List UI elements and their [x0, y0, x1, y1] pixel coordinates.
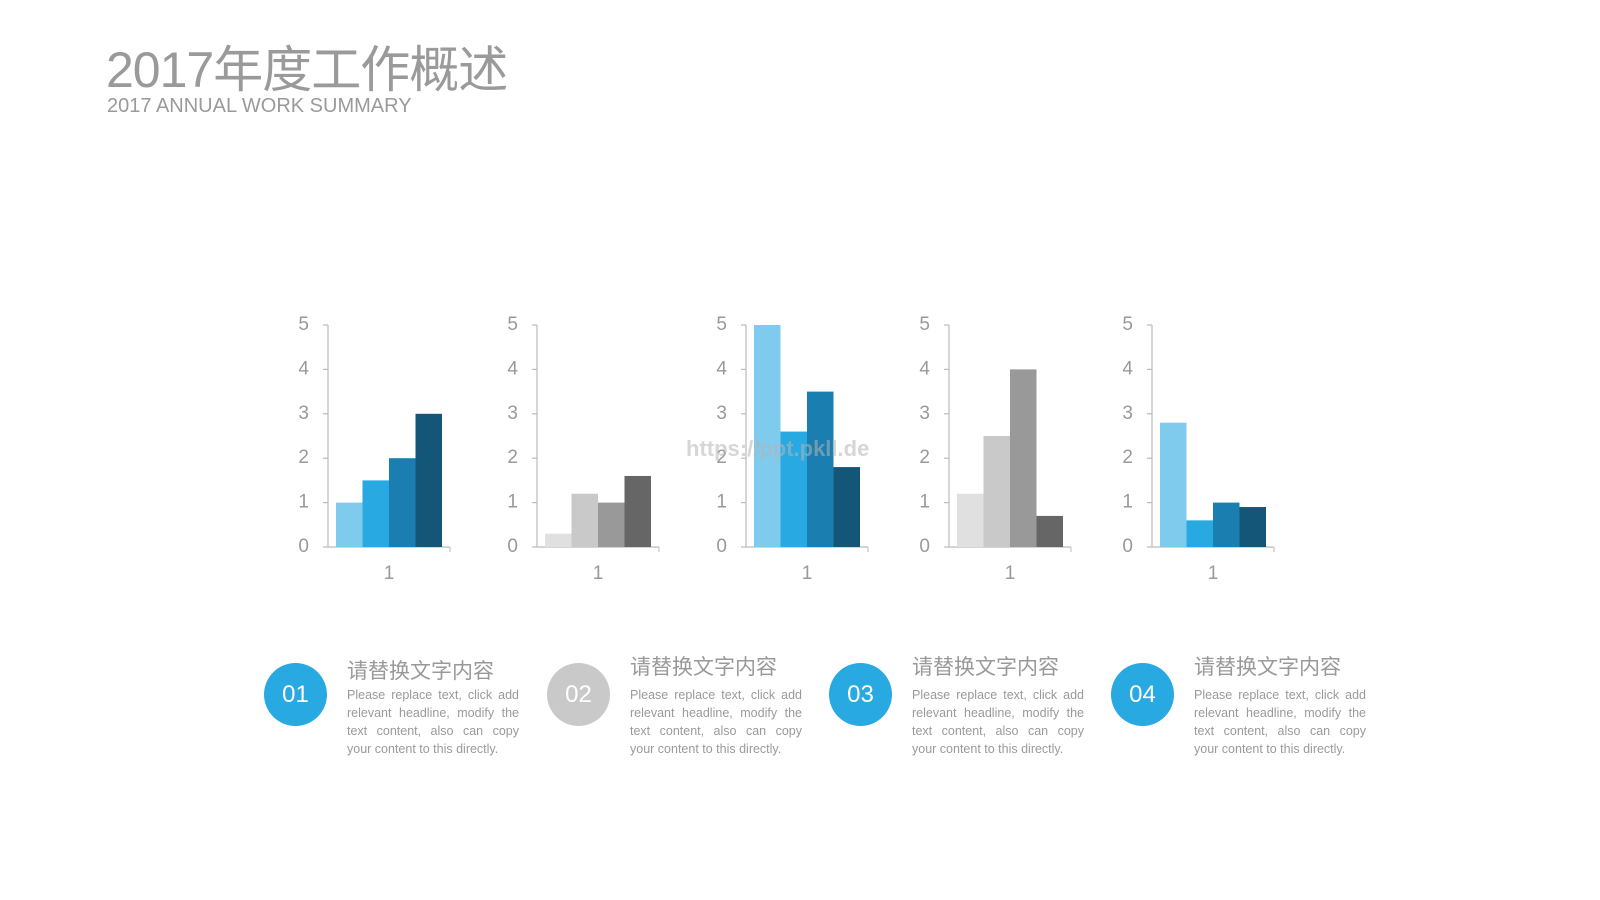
item-title: 请替换文字内容 — [347, 660, 494, 683]
bar — [833, 467, 860, 547]
y-tick-label: 3 — [716, 403, 727, 424]
y-tick-label: 3 — [1122, 403, 1133, 424]
y-tick-label: 5 — [1122, 314, 1133, 335]
y-tick-label: 4 — [1122, 358, 1133, 379]
y-tick-label: 2 — [1122, 447, 1133, 468]
item-text: Please replace text, click add relevant … — [630, 688, 802, 756]
number-badge: 04 — [1111, 663, 1174, 726]
bar — [754, 325, 781, 547]
item-text: Please replace text, click add relevant … — [912, 688, 1084, 756]
y-tick-label: 4 — [298, 358, 309, 379]
item-text: Please replace text, click add relevant … — [347, 688, 519, 756]
bar — [807, 391, 834, 547]
y-tick-label: 1 — [1122, 492, 1133, 513]
number-badge: 03 — [829, 663, 892, 726]
x-tick-label: 1 — [802, 563, 813, 584]
number-badge: 01 — [264, 663, 327, 726]
item-title: 请替换文字内容 — [630, 656, 777, 679]
y-tick-label: 1 — [716, 492, 727, 513]
y-tick-label: 4 — [919, 358, 930, 379]
y-tick-label: 3 — [507, 403, 518, 424]
y-tick-label: 0 — [298, 536, 309, 557]
bar — [545, 533, 572, 547]
y-tick-label: 2 — [507, 447, 518, 468]
slide-title: 2017年度工作概述 — [106, 42, 508, 98]
y-tick-label: 2 — [919, 447, 930, 468]
y-tick-label: 5 — [298, 314, 309, 335]
number-badge: 02 — [547, 663, 610, 726]
bar — [1239, 507, 1266, 547]
y-tick-label: 0 — [716, 536, 727, 557]
bar — [598, 502, 625, 547]
bar — [957, 493, 984, 547]
bar — [336, 502, 363, 547]
y-tick-label: 1 — [507, 492, 518, 513]
y-tick-label: 4 — [507, 358, 518, 379]
x-tick-label: 1 — [384, 563, 395, 584]
y-tick-label: 5 — [507, 314, 518, 335]
bar — [780, 431, 807, 547]
y-tick-label: 0 — [919, 536, 930, 557]
y-tick-label: 1 — [298, 492, 309, 513]
y-tick-label: 2 — [716, 447, 727, 468]
bar — [1160, 422, 1187, 547]
y-tick-label: 1 — [919, 492, 930, 513]
bar — [415, 413, 442, 547]
bar — [1213, 502, 1240, 547]
bar — [983, 436, 1010, 547]
y-tick-label: 0 — [1122, 536, 1133, 557]
bar — [362, 480, 389, 547]
y-tick-label: 0 — [507, 536, 518, 557]
x-tick-label: 1 — [1208, 563, 1219, 584]
bar — [1036, 515, 1063, 547]
y-tick-label: 2 — [298, 447, 309, 468]
y-tick-label: 3 — [298, 403, 309, 424]
y-tick-label: 4 — [716, 358, 727, 379]
bar — [1186, 520, 1213, 547]
y-tick-label: 5 — [919, 314, 930, 335]
y-tick-label: 3 — [919, 403, 930, 424]
bar — [624, 475, 651, 547]
item-title: 请替换文字内容 — [912, 656, 1059, 679]
watermark: https://ppt.pkll.de — [686, 436, 870, 461]
bar — [389, 458, 416, 547]
bar — [571, 493, 598, 547]
item-text: Please replace text, click add relevant … — [1194, 688, 1366, 756]
item-title: 请替换文字内容 — [1194, 656, 1341, 679]
x-tick-label: 1 — [593, 563, 604, 584]
x-tick-label: 1 — [1005, 563, 1016, 584]
bar — [1010, 369, 1037, 547]
y-tick-label: 5 — [716, 314, 727, 335]
slide-subtitle: 2017 ANNUAL WORK SUMMARY — [107, 95, 412, 117]
